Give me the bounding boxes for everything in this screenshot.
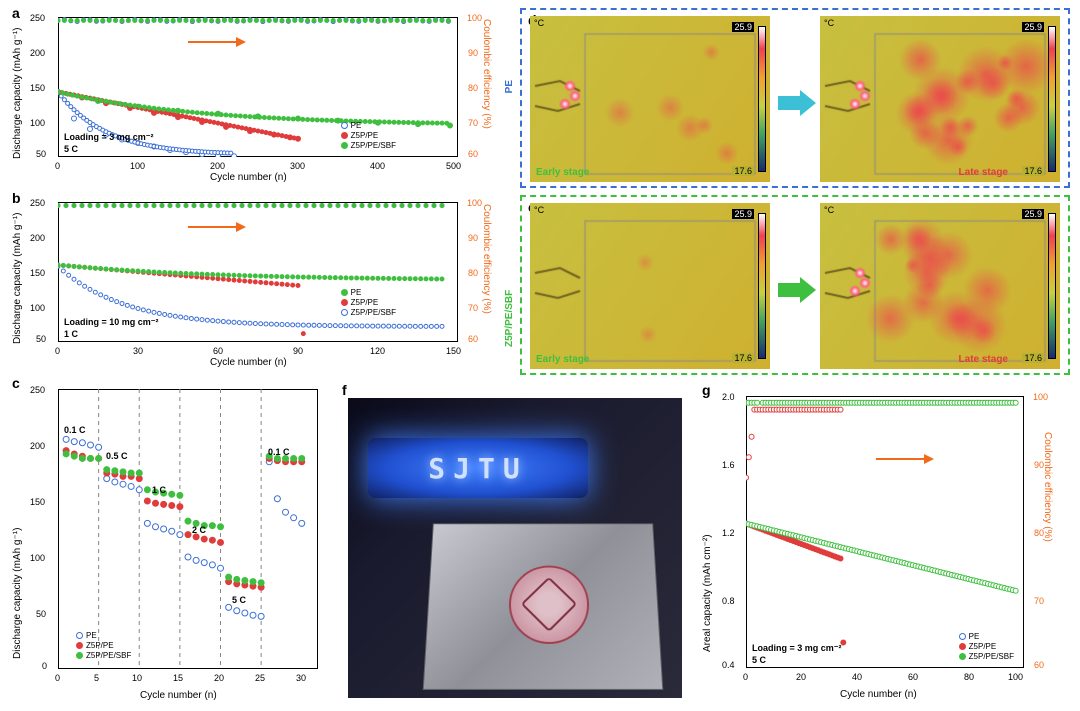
panel-letter-f: f [342,382,347,398]
ylabel-a-right: Coulombic efficiency (%) [481,19,492,159]
thermal-e-late: °C25.917.6 [820,203,1060,369]
arrow-g [876,452,936,466]
thermal-label-d: PE [504,80,515,93]
legend-b: PE Z5P/PE Z5P/PE/SBF [339,286,398,320]
panel-b: b 250 200 150 100 50 100 90 80 70 60 0 3… [10,190,510,370]
ylabel-c: Discharge capacity (mAh g⁻¹) [12,419,23,659]
rate-c-5: 5 C [232,595,246,605]
rate-c-01: 0.1 C [64,425,86,435]
panel-letter-c: c [12,375,20,391]
logo-circle [508,566,590,644]
loading-a: Loading = 3 mg cm⁻² [64,132,154,143]
chart-c [58,389,318,669]
ylabel-g-right: Coulombic efficiency (%) [1042,432,1053,652]
loading-b: Loading = 10 mg cm⁻² [64,317,159,328]
panel-letter-g: g [702,382,711,398]
photo-f: SJTU [348,398,682,698]
ylabel-b-right: Coulombic efficiency (%) [481,204,492,344]
rate-c-05: 0.5 C [106,451,128,461]
ylabel-b-left: Discharge capacity (mAh g⁻¹) [12,204,23,344]
rate-b: 1 C [64,329,78,339]
chart-g [746,396,1024,668]
thermal-e-early: °C25.917.6 [530,203,770,369]
panel-d: d PE °C25.917.6 °C25.917.6 Early stage L… [520,8,1070,188]
arrow-d [778,88,818,118]
d-late-text: Late stage [959,167,1008,178]
xlabel-g: Cycle number (n) [840,689,917,700]
legend-a: PE Z5P/PE Z5P/PE/SBF [339,119,398,153]
pouch-cell [423,523,664,690]
xlabel-b: Cycle number (n) [210,357,287,368]
rate-c-2: 2 C [192,525,206,535]
rate-c-1: 1 C [152,485,166,495]
thermal-label-e: Z5P/PE/SBF [504,227,515,347]
xlabel-c: Cycle number (n) [140,690,217,701]
e-late-text: Late stage [959,354,1008,365]
legend-c: PE Z5P/PE Z5P/PE/SBF [74,629,133,663]
rate-a: 5 C [64,144,78,154]
led-display: SJTU [368,438,588,498]
thermal-d-early: °C25.917.6 [530,16,770,182]
thermal-d-late: °C25.917.6 [820,16,1060,182]
ylabel-a-left: Discharge capacity (mAh g⁻¹) [12,19,23,159]
arrow-a [188,35,248,49]
arrow-b [188,220,248,234]
xlabel-a: Cycle number (n) [210,172,287,183]
d-early-text: Early stage [536,167,589,178]
rate-c-01b: 0.1 C [268,447,290,457]
legend-g: PE Z5P/PE Z5P/PE/SBF [957,630,1016,664]
e-early-text: Early stage [536,354,589,365]
loading-g: Loading = 3 mg cm⁻² [752,643,842,654]
panel-e: e Z5P/PE/SBF °C25.917.6 °C25.917.6 Early… [520,195,1070,375]
arrow-e [778,275,818,305]
panel-a: a 250 200 150 100 50 100 90 80 70 60 0 1… [10,5,510,185]
panel-c: c 250 200 150 100 50 0 0 5 10 15 20 25 3… [10,375,330,705]
panel-f: f SJTU [340,382,690,704]
rate-g: 5 C [752,655,766,665]
panel-g: g 2.0 1.6 1.2 0.8 0.4 100 90 80 70 60 0 … [700,382,1075,704]
led-text: SJTU [428,452,527,485]
ylabel-g-left: Areal capacity (mAh cm⁻²) [702,432,713,652]
